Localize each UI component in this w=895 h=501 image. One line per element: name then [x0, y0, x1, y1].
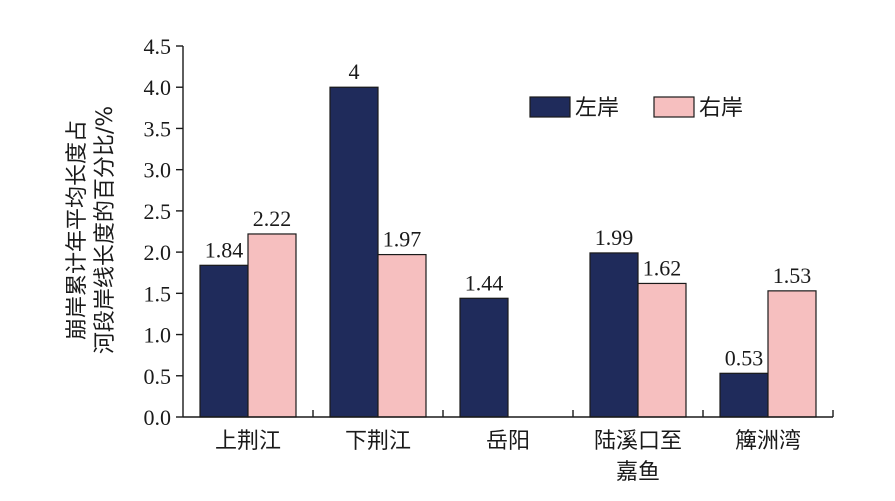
y-tick-label: 2.0 [144, 240, 172, 265]
legend: 左岸 右岸 [529, 96, 743, 121]
data-label: 2.22 [253, 206, 292, 231]
bar [589, 252, 639, 418]
x-tick-label: 嘉鱼 [616, 460, 660, 485]
data-label: 1.99 [595, 225, 634, 250]
data-label: 1.44 [465, 270, 504, 295]
bar [637, 282, 687, 418]
legend-label: 右岸 [699, 96, 743, 121]
x-tick-label: 簰洲湾 [735, 429, 801, 454]
y-axis-label-line: 崩岸累计年平均长度占 [65, 120, 90, 340]
bar [199, 264, 249, 418]
bars [199, 86, 817, 418]
legend-label: 左岸 [575, 96, 619, 121]
y-tick-label: 3.0 [144, 158, 172, 183]
y-axis-label-line: 河段岸线长度的百分比/% [93, 106, 118, 354]
x-tick-label: 陆溪口至 [594, 429, 682, 454]
y-ticks: 0.0 0.5 1.0 1.5 2.0 2.5 3.0 3.5 4.0 4.5 [144, 34, 183, 430]
bar [719, 372, 769, 418]
data-label: 1.84 [205, 237, 244, 262]
axes [182, 46, 834, 418]
x-tick-label: 下荆江 [345, 429, 411, 454]
data-label: 0.53 [725, 345, 764, 370]
y-axis-label: 崩岸累计年平均长度占 河段岸线长度的百分比/% [65, 106, 118, 354]
data-label: 1.97 [383, 227, 422, 252]
y-tick-label: 1.5 [144, 281, 172, 306]
bar [377, 253, 427, 418]
data-label: 1.53 [773, 263, 812, 288]
bar [767, 290, 817, 418]
y-tick-label: 2.5 [144, 199, 172, 224]
data-label: 4 [349, 59, 360, 84]
bar [247, 233, 297, 418]
x-tick-label: 上荆江 [215, 429, 281, 454]
y-tick-label: 1.0 [144, 323, 172, 348]
x-tick-label: 岳阳 [486, 429, 530, 454]
y-tick-label: 4.0 [144, 75, 172, 100]
y-tick-label: 4.5 [144, 34, 172, 59]
data-labels: 1.84 2.22 4 1.97 1.44 1.99 1.62 0.53 1.53 [205, 59, 812, 370]
y-tick-label: 0.0 [144, 405, 172, 430]
y-tick-label: 0.5 [144, 364, 172, 389]
bar [329, 86, 379, 418]
data-label: 1.62 [643, 255, 682, 280]
bar [459, 297, 509, 418]
legend-swatch [529, 96, 571, 118]
legend-swatch [653, 96, 695, 118]
y-tick-label: 3.5 [144, 116, 172, 141]
